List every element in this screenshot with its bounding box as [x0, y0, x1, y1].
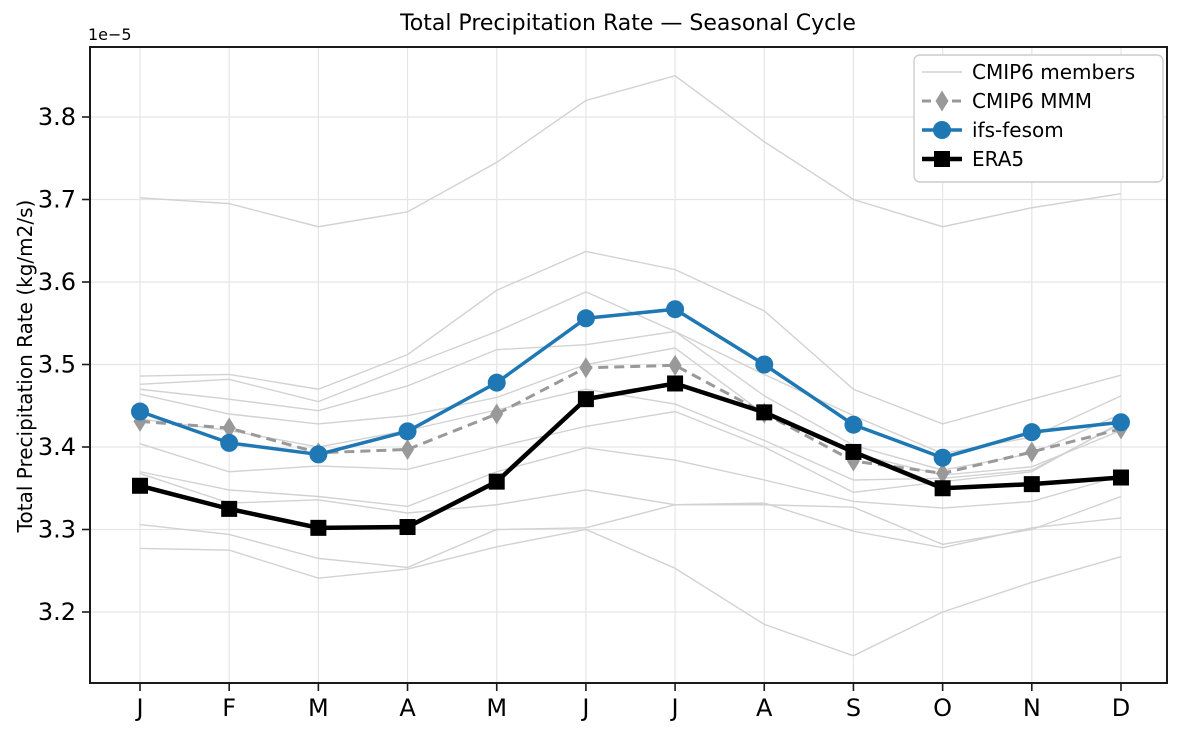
cmip6-member-line [139, 447, 1122, 509]
x-tick-label: S [846, 694, 861, 722]
ifs-fesom-marker [1111, 413, 1130, 432]
era5-marker [577, 391, 594, 408]
ifs-fesom-marker [576, 309, 595, 328]
x-tick-label: A [399, 694, 416, 722]
axes-layer: J F M A M J J A S O N D 3.2 3.3 3.4 3.5 3.6 3.7 3.8 [38, 46, 1168, 722]
x-tick-label: J [580, 694, 589, 722]
cmip6-member-line [139, 472, 1122, 546]
cmip6-mmm-marker [401, 438, 415, 460]
x-tick-label: M [486, 694, 507, 722]
legend-item-label: ERA5 [972, 147, 1024, 171]
era5-marker [221, 500, 238, 517]
cmip6-member-line [139, 250, 1122, 425]
legend-item-label: CMIP6 MMM [972, 89, 1092, 113]
ifs-fesom-marker [398, 422, 417, 441]
cmip6-mmm-marker [579, 357, 593, 379]
legend-sample-mmm-diamond-icon [935, 90, 949, 112]
y-tick-label: 3.6 [38, 268, 76, 296]
x-tick-label: N [1023, 694, 1041, 722]
cmip6-mmm-marker [490, 403, 504, 425]
y-tick-label: 3.4 [38, 433, 76, 461]
ifs-fesom-marker [309, 445, 328, 464]
x-tick-label: O [933, 694, 952, 722]
era5-marker [756, 404, 773, 421]
legend: CMIP6 members CMIP6 MMM ifs-fesom ERA5 [913, 54, 1164, 183]
ifs-fesom-marker [220, 433, 239, 452]
ifs-fesom-line [139, 307, 1122, 460]
ifs-fesom-marker [1022, 423, 1041, 442]
cmip6-member-line [139, 347, 1122, 476]
cmip6-member-line [139, 528, 1122, 657]
x-tick-label: J [670, 694, 679, 722]
era5-marker [399, 519, 416, 536]
cmip6-mmm-marker [1025, 441, 1039, 463]
cmip6-member-line [139, 388, 1122, 481]
cmip6-mmm-line [139, 363, 1122, 475]
legend-sample-ifs-circle-icon [933, 121, 951, 139]
era5-marker [310, 519, 327, 536]
y-axis-offset-label: 1e−5 [88, 25, 132, 44]
legend-sample-era5-square-icon [934, 151, 950, 167]
chart-title: Total Precipitation Rate — Seasonal Cycl… [399, 11, 856, 36]
ifs-fesom-marker [933, 448, 952, 467]
cmip6-member-line [139, 410, 1122, 494]
era5-line [139, 381, 1122, 531]
era5-marker [488, 473, 505, 490]
cmip6-member-line [139, 502, 1122, 569]
era5-marker [1023, 476, 1040, 493]
legend-item-label: ifs-fesom [972, 118, 1064, 142]
era5-marker [132, 477, 148, 494]
era5-marker [1112, 469, 1129, 486]
cmip6-member-line [139, 74, 1122, 228]
series-layer [131, 74, 1130, 657]
cmip6-member-line [139, 330, 1122, 471]
y-tick-label: 3.2 [38, 598, 76, 626]
y-tick-label: 3.8 [38, 103, 76, 131]
cmip6-mmm-marker [668, 354, 682, 376]
era5-marker [667, 375, 684, 392]
era5-marker [934, 480, 951, 497]
era5-marker [845, 443, 862, 460]
x-tick-label: D [1112, 694, 1130, 722]
ifs-fesom-marker [844, 415, 863, 434]
y-axis-label: Total Precipitation Rate (kg/m2/s) [13, 200, 37, 534]
x-tick-label: J [134, 694, 143, 722]
legend-item-label: CMIP6 members [972, 60, 1135, 84]
cmip6-mmm-marker [936, 462, 950, 484]
cmip6-mmm-marker [222, 417, 236, 439]
y-tick-label: 3.5 [38, 351, 76, 379]
ifs-fesom-marker [487, 373, 506, 392]
x-tick-label: F [222, 694, 236, 722]
ifs-fesom-marker [666, 300, 685, 319]
ifs-fesom-marker [131, 402, 149, 421]
y-tick-label: 3.7 [38, 186, 76, 214]
cmip6-member-line [139, 291, 1122, 455]
y-tick-label: 3.3 [38, 516, 76, 544]
x-tick-label: A [756, 694, 773, 722]
legend-box [913, 54, 1164, 183]
x-tick-label: M [308, 694, 329, 722]
ifs-fesom-marker [755, 355, 774, 374]
